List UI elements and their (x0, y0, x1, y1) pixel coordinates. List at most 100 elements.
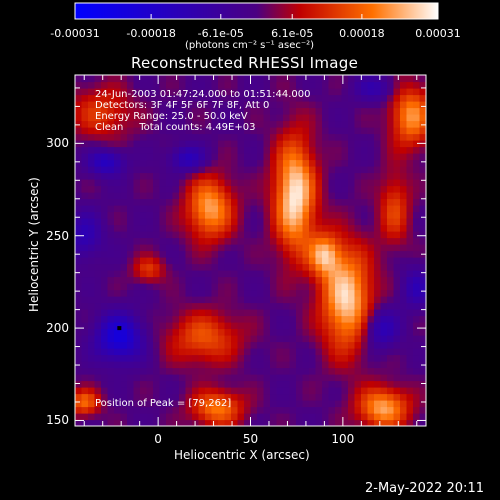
heatmap-cell (244, 75, 252, 83)
heatmap-cell (94, 413, 102, 421)
heatmap-cell (81, 88, 89, 96)
heatmap-cell (127, 296, 135, 304)
heatmap-cell (224, 289, 232, 297)
heatmap-cell (276, 400, 284, 408)
heatmap-cell (348, 393, 356, 401)
heatmap-cell (101, 218, 109, 226)
heatmap-cell (101, 361, 109, 369)
heatmap-cell (406, 146, 414, 154)
heatmap-cell (250, 244, 258, 252)
heatmap-cell (140, 341, 148, 349)
heatmap-cell (101, 348, 109, 356)
annotation-clean: Clean Total counts: 4.49E+03 (95, 122, 256, 133)
heatmap-cell (127, 309, 135, 317)
heatmap-cell (367, 250, 375, 258)
heatmap-cell (380, 367, 388, 375)
heatmap-cell (133, 101, 141, 109)
heatmap-cell (166, 159, 174, 167)
heatmap-cell (198, 94, 206, 102)
heatmap-cell (218, 172, 226, 180)
heatmap-cell (81, 153, 89, 161)
heatmap-cell (335, 146, 343, 154)
heatmap-cell (133, 127, 141, 135)
heatmap-cell (205, 419, 213, 426)
heatmap-cell (387, 153, 395, 161)
heatmap-cell (400, 140, 408, 148)
heatmap-cell (289, 302, 297, 310)
heatmap-cell (406, 380, 414, 388)
heatmap-cell (179, 211, 187, 219)
heatmap-cell (224, 387, 232, 395)
heatmap-cell (257, 224, 265, 232)
heatmap-cell (166, 341, 174, 349)
heatmap-cell (276, 133, 284, 141)
heatmap-cell (406, 114, 414, 122)
heatmap-cell (361, 380, 369, 388)
heatmap-cell (276, 335, 284, 343)
heatmap-cell (348, 302, 356, 310)
heatmap-cell (322, 133, 330, 141)
heatmap-cell (315, 88, 323, 96)
heatmap-cell (296, 127, 304, 135)
heatmap-cell (250, 257, 258, 265)
heatmap-cell (341, 114, 349, 122)
heatmap-cell (224, 348, 232, 356)
heatmap-cell (185, 133, 193, 141)
heatmap-cell (237, 172, 245, 180)
heatmap-cell (120, 172, 128, 180)
heatmap-cell (185, 120, 193, 128)
heatmap-cell (315, 81, 323, 89)
heatmap-cell (406, 198, 414, 206)
heatmap-cell (127, 348, 135, 356)
heatmap-cell (315, 205, 323, 213)
heatmap-cell (114, 257, 122, 265)
heatmap-cell (127, 101, 135, 109)
heatmap-cell (231, 185, 239, 193)
heatmap-cell (185, 185, 193, 193)
heatmap-cell (250, 146, 258, 154)
heatmap-cell (94, 393, 102, 401)
heatmap-cell (257, 198, 265, 206)
heatmap-cell (367, 419, 375, 426)
heatmap-cell (224, 374, 232, 382)
heatmap-cell (257, 367, 265, 375)
heatmap-cell (328, 400, 336, 408)
heatmap-cell (309, 309, 317, 317)
heatmap-cell (335, 107, 343, 115)
heatmap-cell (354, 367, 362, 375)
heatmap-cell (413, 335, 421, 343)
heatmap-cell (153, 205, 161, 213)
heatmap-cell (237, 250, 245, 258)
heatmap-cell (218, 75, 226, 83)
heatmap-cell (153, 120, 161, 128)
heatmap-cell (380, 309, 388, 317)
heatmap-cell (166, 107, 174, 115)
heatmap-cell (146, 315, 154, 323)
heatmap-cell (179, 413, 187, 421)
heatmap-cell (257, 374, 265, 382)
heatmap-cell (328, 348, 336, 356)
heatmap-cell (185, 406, 193, 414)
heatmap-cell (179, 374, 187, 382)
heatmap-cell (198, 367, 206, 375)
heatmap-cell (120, 296, 128, 304)
heatmap-cell (374, 94, 382, 102)
heatmap-cell (361, 81, 369, 89)
heatmap-cell (179, 127, 187, 135)
heatmap-cell (114, 270, 122, 278)
heatmap-cell (380, 257, 388, 265)
heatmap-cell (244, 296, 252, 304)
heatmap-cell (296, 166, 304, 174)
heatmap-cell (127, 374, 135, 382)
heatmap-cell (94, 166, 102, 174)
heatmap-cell (244, 322, 252, 330)
heatmap-cell (387, 172, 395, 180)
heatmap-cell (367, 244, 375, 252)
heatmap-cell (270, 322, 278, 330)
heatmap-cell (133, 413, 141, 421)
heatmap-cell (153, 198, 161, 206)
heatmap-cell (114, 140, 122, 148)
heatmap-cell (224, 146, 232, 154)
heatmap-cell (198, 231, 206, 239)
heatmap-cell (166, 348, 174, 356)
